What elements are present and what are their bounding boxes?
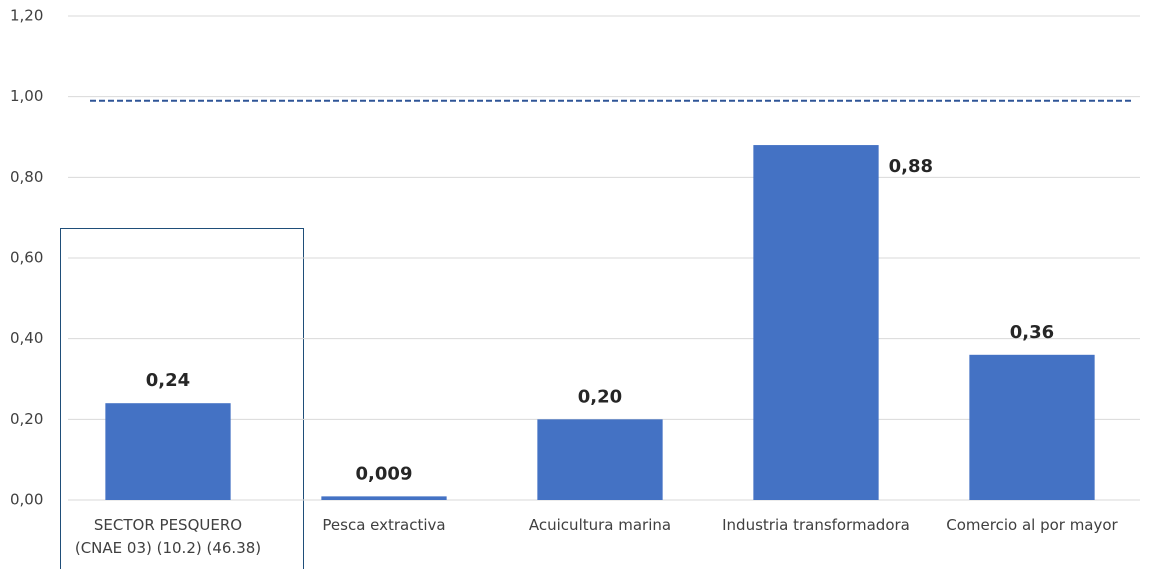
value-label: 0,36 xyxy=(1010,322,1054,343)
x-tick-label: Acuicultura marina xyxy=(528,516,672,534)
bar xyxy=(969,354,1095,500)
x-tick-label: Industria transformadora xyxy=(722,516,910,534)
value-label: 0,88 xyxy=(889,156,933,177)
bar xyxy=(105,403,231,500)
bar xyxy=(537,419,663,500)
value-label: 0,009 xyxy=(356,463,413,484)
y-tick-label: 0,60 xyxy=(10,249,43,267)
highlight-box xyxy=(60,228,304,569)
y-tick-label: 0,40 xyxy=(10,329,43,347)
x-tick-label: Pesca extractiva xyxy=(322,516,446,534)
y-tick-label: 1,20 xyxy=(10,7,43,25)
y-tick-label: 0,80 xyxy=(10,168,43,186)
x-tick-label: Comercio al por mayor xyxy=(946,516,1118,534)
bar xyxy=(753,145,879,501)
bar xyxy=(321,496,447,500)
y-tick-label: 0,00 xyxy=(10,491,43,509)
x-tick-label: SECTOR PESQUERO (CNAE 03) (10.2) (46.38) xyxy=(74,516,262,557)
y-tick-label: 1,00 xyxy=(10,87,43,105)
value-label: 0,24 xyxy=(146,370,190,391)
value-label: 0,20 xyxy=(578,386,622,407)
y-tick-label: 0,20 xyxy=(10,410,43,428)
